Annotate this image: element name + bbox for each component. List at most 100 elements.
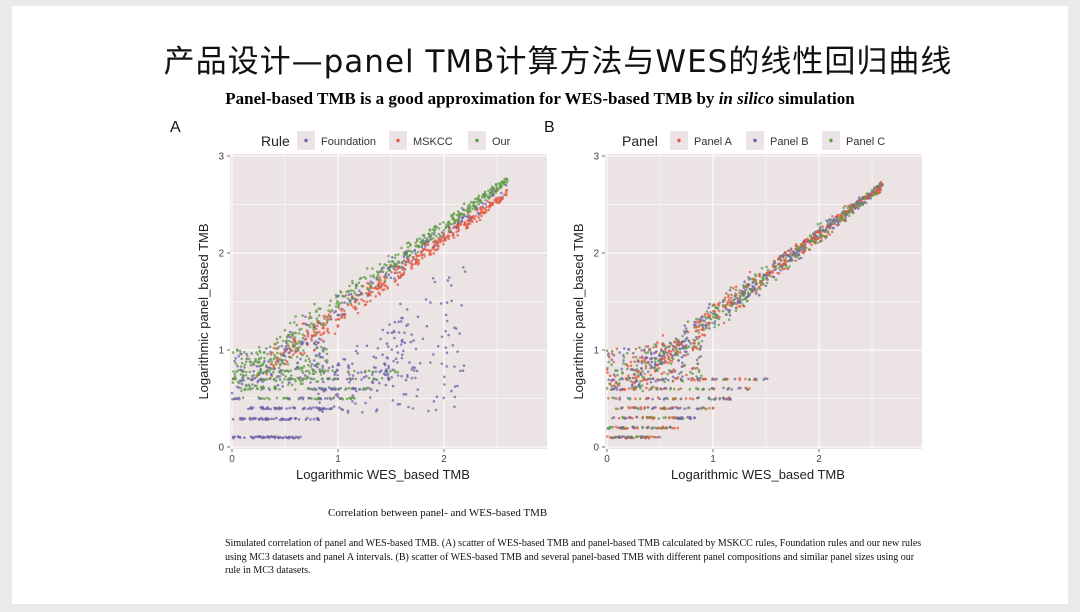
data-point: [799, 256, 803, 260]
data-point: [641, 356, 644, 360]
data-point: [264, 369, 268, 373]
data-point: [423, 240, 427, 243]
data-point: [325, 358, 329, 362]
data-point: [351, 400, 354, 403]
data-point: [354, 349, 358, 353]
data-point: [294, 315, 297, 318]
legend-marker: [753, 138, 757, 143]
data-point: [277, 407, 280, 411]
data-point: [666, 378, 670, 382]
data-point: [696, 337, 699, 341]
data-point: [389, 276, 393, 280]
data-point: [789, 247, 793, 250]
data-point: [373, 377, 377, 381]
data-point: [495, 182, 498, 186]
data-point: [290, 340, 293, 344]
data-point: [302, 365, 306, 368]
data-point: [360, 371, 363, 374]
data-point: [295, 355, 299, 359]
data-point: [621, 416, 625, 420]
data-point: [350, 387, 353, 391]
data-point: [706, 312, 710, 316]
data-point: [643, 436, 647, 439]
data-point: [405, 308, 409, 311]
data-point: [272, 357, 276, 361]
data-point: [423, 236, 427, 239]
data-point: [503, 193, 506, 196]
data-point: [285, 347, 289, 350]
data-point: [663, 380, 666, 384]
data-point: [374, 295, 377, 298]
data-point: [660, 407, 664, 411]
data-point: [303, 338, 307, 342]
data-point: [266, 352, 269, 356]
data-point: [237, 396, 241, 400]
data-point: [697, 325, 701, 328]
data-point: [646, 345, 650, 348]
data-point: [425, 324, 429, 328]
data-point: [289, 369, 293, 372]
data-point: [628, 406, 631, 410]
data-point: [660, 372, 663, 376]
data-point: [693, 320, 696, 324]
scatter-plot-b: 01230123Logarithmic WES_based TMBLogarit…: [552, 122, 922, 487]
data-point: [648, 416, 651, 419]
data-point: [826, 230, 830, 233]
y-tick-label: 2: [593, 249, 599, 260]
data-point: [641, 415, 645, 419]
data-point: [836, 220, 840, 223]
data-point: [431, 237, 435, 240]
data-point: [874, 187, 877, 190]
data-point: [321, 410, 324, 413]
data-point: [877, 187, 880, 191]
data-point: [240, 389, 243, 393]
data-point: [678, 372, 681, 375]
data-point: [336, 294, 339, 298]
data-point: [414, 376, 417, 380]
data-point: [605, 368, 609, 371]
data-point: [786, 266, 789, 270]
data-point: [755, 378, 758, 382]
data-point: [400, 260, 404, 264]
data-point: [765, 271, 769, 275]
data-point: [838, 216, 842, 220]
data-point: [236, 380, 240, 384]
data-point: [278, 363, 282, 367]
data-point: [333, 332, 337, 336]
data-point: [612, 373, 616, 376]
data-point: [353, 369, 356, 373]
data-point: [831, 215, 834, 218]
data-point: [278, 335, 282, 339]
data-point: [657, 366, 661, 370]
data-point: [260, 363, 264, 366]
data-point: [265, 347, 268, 350]
data-point: [452, 236, 456, 239]
data-point: [376, 347, 380, 350]
data-point: [387, 378, 391, 382]
data-point: [266, 377, 269, 381]
data-point: [641, 360, 645, 363]
data-point: [313, 302, 316, 306]
data-point: [696, 328, 700, 332]
data-point: [630, 383, 634, 387]
data-point: [299, 379, 302, 382]
data-point: [233, 397, 236, 401]
data-point: [265, 364, 268, 367]
data-point: [468, 207, 472, 211]
data-point: [362, 299, 366, 303]
data-point: [322, 346, 326, 350]
data-point: [691, 347, 695, 351]
data-point: [322, 390, 326, 393]
data-point: [288, 406, 291, 410]
data-point: [283, 378, 286, 381]
data-point: [239, 386, 243, 390]
data-point: [404, 263, 407, 267]
data-point: [391, 368, 394, 371]
x-tick-label: 0: [604, 454, 610, 465]
data-point: [684, 327, 688, 330]
data-point: [234, 362, 238, 365]
data-point: [612, 360, 615, 364]
data-point: [270, 360, 274, 363]
data-point: [663, 406, 666, 410]
data-point: [293, 377, 296, 381]
